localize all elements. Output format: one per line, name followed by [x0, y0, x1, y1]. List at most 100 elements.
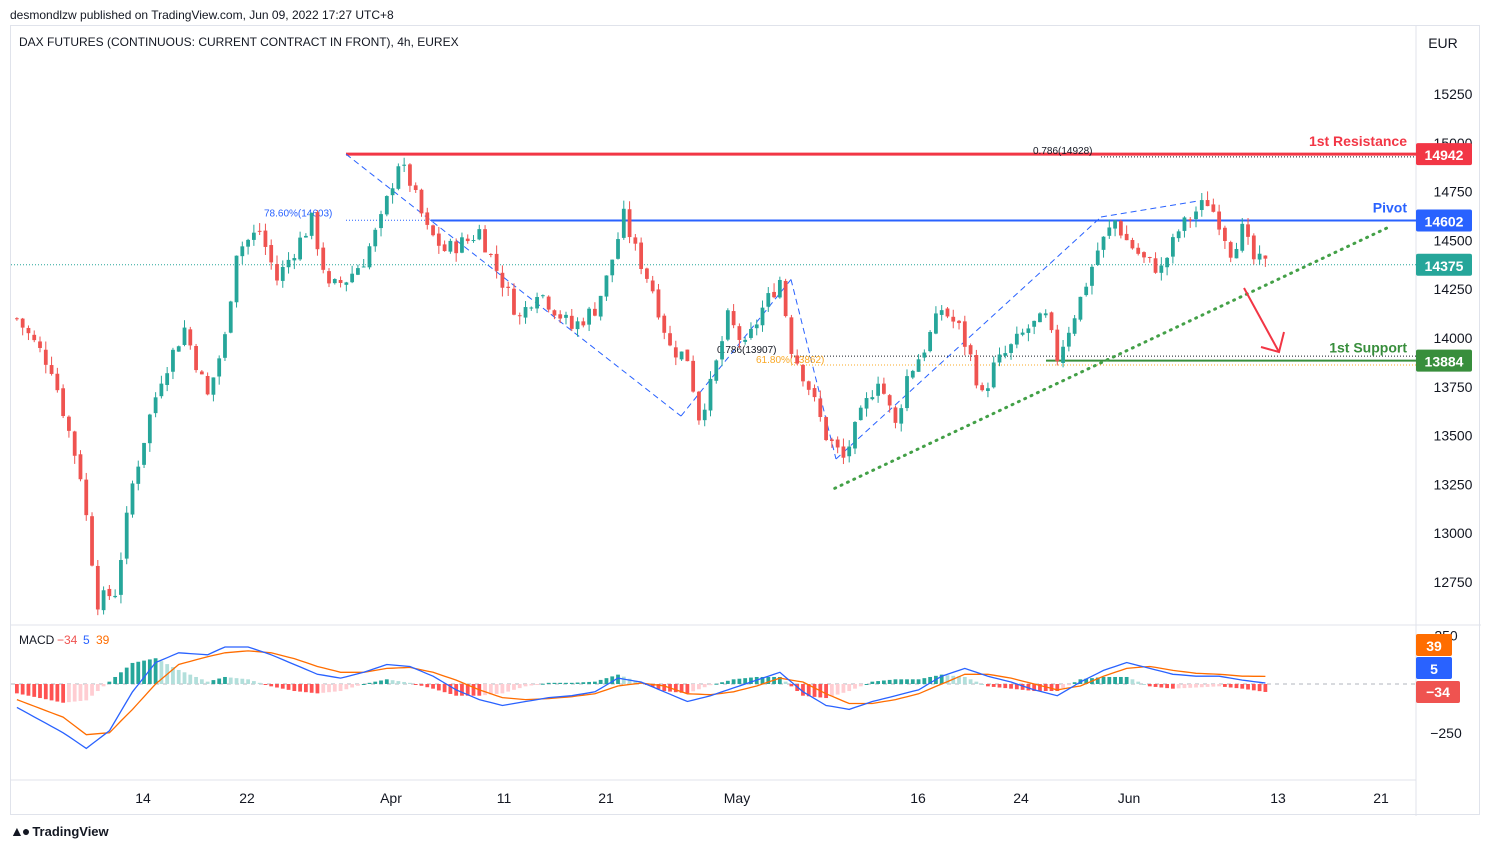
macd-histogram-bar: [460, 684, 464, 696]
macd-histogram-bar: [1147, 684, 1152, 687]
chart-frame[interactable]: DAX FUTURES (CONTINUOUS: CURRENT CONTRAC…: [10, 25, 1481, 816]
macd-histogram-bar: [887, 679, 892, 684]
candle-body: [165, 373, 170, 385]
macd-histogram-bar: [338, 684, 343, 692]
macd-histogram-bar: [1130, 679, 1135, 684]
macd-histogram-bar: [939, 674, 944, 684]
macd-histogram-bar: [968, 679, 973, 684]
macd-histogram-bar: [113, 676, 118, 684]
macd-histogram-bar: [1246, 684, 1250, 690]
candle-body: [679, 351, 684, 360]
price-tick-label: 14250: [1434, 281, 1473, 297]
macd-histogram-bar: [32, 684, 37, 697]
macd-histogram-bar: [743, 678, 748, 684]
macd-histogram-bar: [691, 684, 696, 692]
macd-histogram-bar: [650, 684, 655, 687]
candle-body: [910, 370, 915, 378]
macd-legend-name: MACD: [19, 633, 55, 647]
macd-histogram-bar: [749, 677, 753, 684]
candle-body: [882, 383, 886, 394]
macd-histogram-bar: [835, 684, 840, 695]
macd-histogram-bar: [777, 676, 782, 684]
candle-body: [1118, 221, 1123, 236]
candle-body: [1240, 223, 1245, 251]
symbol-title: DAX FUTURES (CONTINUOUS: CURRENT CONTRAC…: [19, 35, 459, 49]
macd-legend-hist: −34: [57, 633, 78, 647]
macd-histogram-bar: [575, 682, 580, 684]
time-tick-label: Apr: [380, 790, 402, 806]
macd-histogram-bar: [783, 681, 788, 684]
macd-value-tag: 5: [1430, 661, 1438, 677]
macd-histogram-bar: [153, 658, 158, 684]
candle-body: [321, 247, 326, 270]
price-tick-label: 13250: [1434, 476, 1473, 492]
macd-histogram-bar: [847, 684, 852, 692]
tradingview-logo[interactable]: ▲● TradingView: [10, 823, 109, 839]
macd-histogram-bar: [1153, 684, 1158, 687]
macd-histogram-bar: [257, 682, 262, 684]
candle-body: [379, 214, 383, 229]
macd-histogram-bar: [176, 669, 181, 684]
candle-body: [1223, 227, 1227, 241]
candle-body: [581, 321, 586, 326]
time-tick-label: 13: [1270, 790, 1286, 806]
key-levels: 1st Resistance Pivot 1st Support: [346, 133, 1416, 362]
macd-histogram-bar: [1095, 677, 1100, 684]
macd-histogram-bar: [223, 676, 227, 684]
macd-histogram-bar: [1009, 684, 1013, 689]
macd-histogram-bar: [1171, 684, 1175, 689]
candle-body: [1194, 211, 1198, 220]
pivot-label: Pivot: [1373, 199, 1408, 215]
candle-body: [38, 341, 42, 348]
time-tick-label: Jun: [1118, 790, 1141, 806]
chart-canvas[interactable]: DAX FUTURES (CONTINUOUS: CURRENT CONTRAC…: [11, 26, 1481, 816]
candle-body: [419, 189, 424, 214]
macd-histogram-bar: [1182, 684, 1187, 689]
candle-body: [234, 255, 239, 303]
candle-body: [645, 268, 649, 279]
macd-legend-macd: 5: [83, 633, 90, 647]
price-axis[interactable]: 12750 13000 13250 13500 13750 14000 14250 14500…: [1434, 86, 1473, 590]
macd-histogram-bar: [725, 680, 730, 684]
time-tick-label: 14: [135, 790, 151, 806]
candle-body: [1182, 217, 1187, 231]
candle-body: [575, 321, 580, 330]
candle-body: [384, 196, 389, 215]
candle-body: [1246, 224, 1250, 237]
fib-label: 0.786(13907): [717, 345, 777, 356]
candle-body: [899, 408, 904, 424]
candle-body: [870, 397, 875, 400]
candle-body: [1061, 346, 1065, 363]
time-axis[interactable]: 14 22 Apr 11 21 May 16 24 Jun 13 21: [135, 790, 1389, 806]
candle-body: [119, 560, 123, 595]
candle-body: [356, 268, 360, 275]
candle-body: [477, 229, 482, 240]
macd-histogram-bar: [546, 682, 551, 684]
macd-histogram-bar: [251, 681, 256, 684]
macd-hist-tag: −34: [1426, 684, 1450, 700]
macd-histogram-bar: [72, 684, 77, 702]
currency-label: EUR: [1428, 35, 1458, 51]
macd-histogram-bar: [1165, 684, 1169, 689]
macd-histogram-bar: [910, 679, 915, 684]
last-price-tag-bg: [1416, 253, 1472, 276]
macd-histogram-bar: [517, 684, 522, 689]
macd-histogram-bar: [1084, 678, 1089, 684]
candle-body: [529, 307, 534, 309]
macd-histogram-bar: [789, 684, 794, 687]
candle-body: [1107, 227, 1112, 236]
time-tick-label: 21: [598, 790, 614, 806]
macd-histogram-bar: [766, 676, 771, 684]
candle-body: [864, 398, 869, 409]
macd-histogram-bar: [720, 682, 724, 684]
candle-body: [246, 239, 250, 247]
macd-histogram-bar: [980, 684, 985, 685]
last-price-tag: 14375: [1425, 258, 1464, 274]
candle-body: [691, 360, 696, 392]
macd-histogram-bar: [523, 684, 528, 687]
candle-body: [974, 355, 979, 386]
candle-body: [448, 240, 453, 252]
macd-histogram-bar: [373, 681, 378, 684]
macd-histogram-bar: [829, 684, 834, 697]
candle-body: [431, 225, 435, 236]
